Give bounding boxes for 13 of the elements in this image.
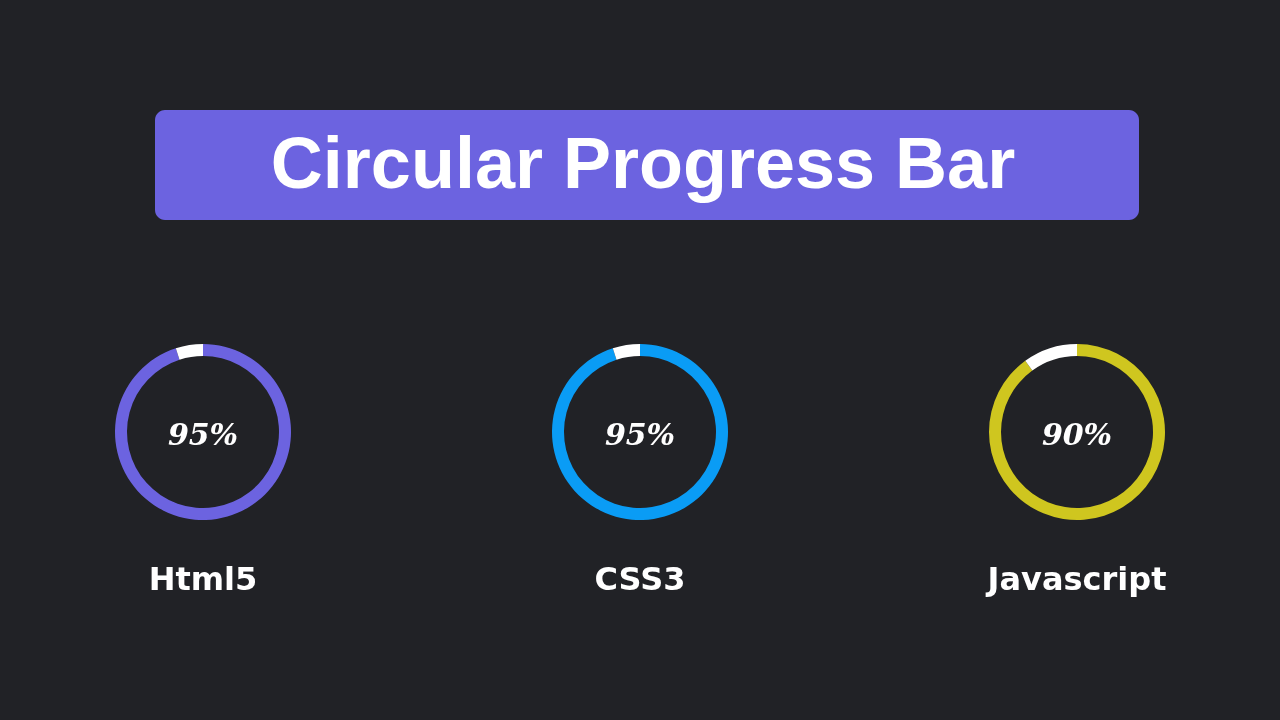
donut-slice bbox=[612, 344, 640, 360]
donut-slice bbox=[115, 344, 291, 520]
text: 95% bbox=[167, 417, 239, 452]
text: CSS3 bbox=[594, 560, 686, 598]
text: Circular Progress Bar bbox=[270, 123, 1016, 203]
donut-slice bbox=[1025, 344, 1077, 371]
donut-slice bbox=[175, 344, 203, 360]
text: Javascript bbox=[985, 560, 1167, 598]
donut-slice bbox=[552, 344, 728, 520]
text: 90% bbox=[1041, 417, 1113, 452]
text: Html5 bbox=[148, 560, 258, 598]
text: 95% bbox=[604, 417, 676, 452]
donut-slice bbox=[989, 344, 1165, 520]
